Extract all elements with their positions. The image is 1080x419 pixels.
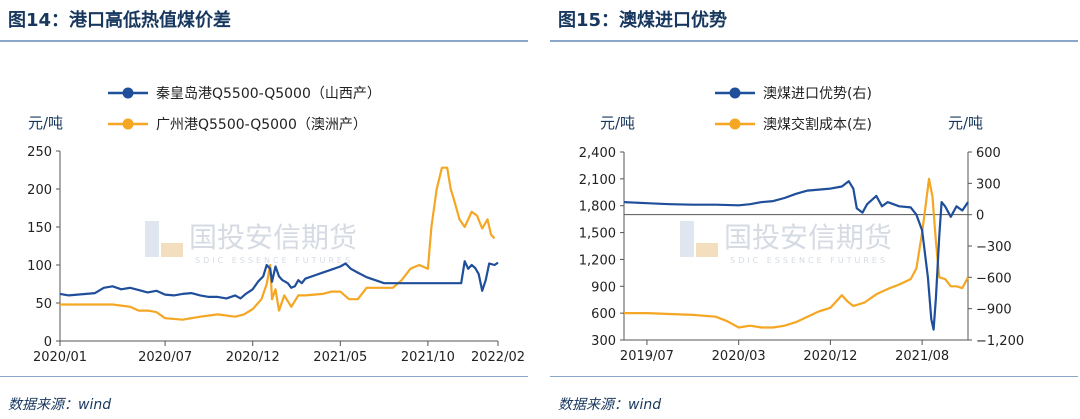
y-left-tick-label-2: 900 (591, 280, 616, 295)
left-chart-title: 图14：港口高低热值煤价差 (8, 10, 232, 31)
x-tick-label-3: 2021/05 (313, 350, 367, 365)
y-unit-label: 元/吨 (28, 114, 63, 132)
x-tick-label-2: 2020/12 (803, 349, 857, 364)
legend-marker-2 (729, 118, 741, 130)
legend-marker-1 (729, 87, 741, 99)
y-left-unit-label: 元/吨 (600, 114, 635, 132)
left-chart-panel: 图14：港口高低热值煤价差 国投安信期货 SDIC ESSENCE FUTURES… (0, 0, 530, 419)
legend-label-2: 广州港Q5500-Q5000（澳洲产） (156, 117, 367, 133)
y-tick-label-3: 150 (27, 221, 52, 236)
x-tick-label-3: 2021/08 (895, 349, 949, 364)
legend-label-1: 秦皇岛港Q5500-Q5000（山西产） (156, 86, 381, 102)
y-right-tick-label-5: 300 (976, 177, 1001, 192)
watermark-logo-bar (145, 221, 159, 257)
watermark-logo-bar (680, 221, 694, 257)
right-chart-panel: 图15：澳煤进口优势 国投安信期货 SDIC ESSENCE FUTURES 300… (550, 0, 1080, 419)
left-source-rule (0, 376, 528, 377)
right-chart-title: 图15：澳煤进口优势 (558, 10, 728, 31)
y-right-unit-label: 元/吨 (948, 114, 983, 132)
watermark-subtext: SDIC ESSENCE FUTURES (195, 256, 353, 265)
y-right-tick-label-1: −900 (976, 303, 1012, 318)
y-left-tick-label-0: 300 (591, 334, 616, 349)
watermark-text: 国投安信期货 (189, 221, 357, 254)
y-left-tick-label-7: 2,400 (579, 146, 616, 161)
y-tick-label-2: 100 (27, 259, 52, 274)
y-right-tick-label-4: 0 (976, 209, 984, 224)
y-tick-label-5: 250 (27, 145, 52, 160)
left-chart: 国投安信期货 SDIC ESSENCE FUTURES 0 50 100 150 200 25… (27, 86, 525, 365)
legend-marker-2 (122, 118, 134, 130)
x-tick-label-1: 2020/07 (138, 350, 192, 365)
right-source-rule (550, 376, 1078, 377)
watermark-logo-block (161, 243, 183, 257)
y-right-tick-label-3: −300 (976, 240, 1012, 255)
series-line-1 (623, 180, 969, 331)
y-right-tick-label-0: −1,200 (976, 334, 1024, 349)
left-source-note: 数据来源：wind (8, 397, 112, 413)
y-left-tick-label-5: 1,800 (579, 200, 616, 215)
watermark-text: 国投安信期货 (724, 221, 892, 254)
y-right-tick-label-6: 600 (976, 146, 1001, 161)
right-chart: 国投安信期货 SDIC ESSENCE FUTURES 300 600 900 1,200… (579, 86, 1024, 364)
y-tick-label-4: 200 (27, 183, 52, 198)
y-left-tick-label-6: 2,100 (579, 173, 616, 188)
x-tick-label-0: 2020/01 (33, 350, 87, 365)
y-left-tick-label-1: 600 (591, 307, 616, 322)
x-tick-label-0: 2019/07 (620, 349, 674, 364)
y-right-tick-label-2: −600 (976, 271, 1012, 286)
legend-label-1: 澳煤进口优势(右) (763, 86, 872, 102)
watermark-subtext: SDIC ESSENCE FUTURES (730, 256, 888, 265)
series-line-2 (624, 177, 969, 329)
x-tick-label-2: 2020/12 (226, 350, 280, 365)
legend-label-2: 澳煤交割成本(左) (763, 116, 872, 133)
y-left-tick-label-3: 1,200 (579, 253, 616, 268)
x-tick-label-1: 2020/03 (712, 349, 766, 364)
series-line-2 (60, 166, 496, 321)
legend-marker-1 (122, 87, 134, 99)
watermark-logo-block (696, 243, 718, 257)
y-tick-label-0: 0 (44, 335, 52, 350)
x-tick-label-4: 2021/10 (401, 350, 455, 365)
left-title-rule (0, 40, 528, 42)
y-left-tick-label-4: 1,500 (579, 227, 616, 242)
series-line-1 (59, 260, 499, 300)
y-tick-label-1: 50 (35, 297, 52, 312)
x-tick-label-5: 2022/02 (471, 350, 525, 365)
right-title-rule (550, 40, 1078, 42)
right-source-note: 数据来源：wind (558, 397, 662, 413)
